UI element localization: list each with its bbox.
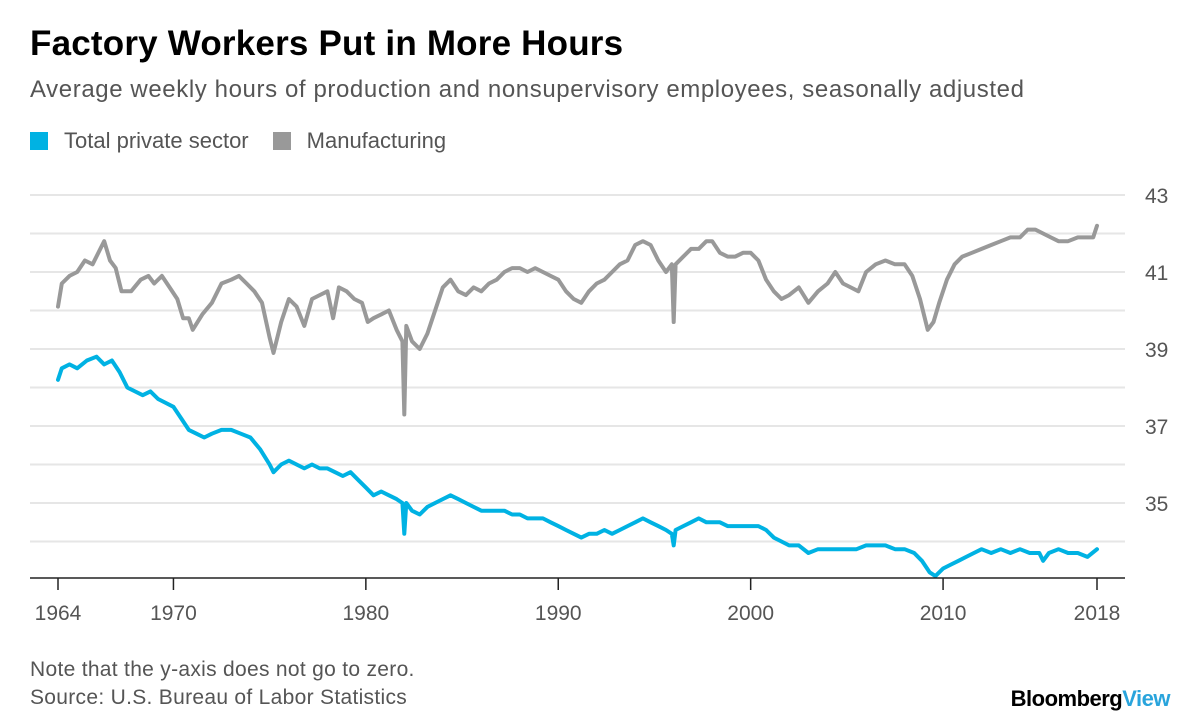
- x-tick-label: 1964: [35, 602, 82, 625]
- gridlines: [30, 194, 1125, 543]
- series-line-manufacturing: [56, 223, 1099, 417]
- x-tick-label: 1980: [342, 602, 389, 625]
- chart-subtitle: Average weekly hours of production and n…: [30, 76, 1025, 103]
- x-tick-label: 1990: [535, 602, 582, 625]
- y-tick-label: 37: [1145, 416, 1168, 439]
- legend-label-private: Total private sector: [64, 128, 249, 153]
- y-tick-label: 35: [1145, 493, 1168, 516]
- legend: Total private sector Manufacturing: [30, 128, 470, 154]
- x-tick-label: 1970: [150, 602, 197, 625]
- legend-swatch-manufacturing: [272, 132, 291, 150]
- legend-label-manufacturing: Manufacturing: [306, 128, 447, 153]
- series-lines: [56, 223, 1099, 579]
- y-tick-label: 43: [1145, 185, 1168, 208]
- series-line-private: [56, 354, 1099, 579]
- brand-accent: View: [1122, 686, 1170, 711]
- legend-swatch-private: [30, 132, 48, 150]
- x-tick-label: 2000: [727, 602, 774, 625]
- legend-item-manufacturing: Manufacturing: [272, 128, 447, 154]
- x-tick-label: 2010: [920, 602, 967, 625]
- brand-main: Bloomberg: [1010, 686, 1123, 711]
- brand-logo: BloombergView: [1010, 686, 1171, 712]
- x-tick-label: 2018: [1074, 602, 1121, 625]
- y-tick-label: 41: [1145, 262, 1168, 285]
- source-note: Source: U.S. Bureau of Labor Statistics: [30, 686, 408, 709]
- legend-item-private: Total private sector: [30, 128, 249, 154]
- y-tick-label: 39: [1145, 339, 1168, 362]
- footnote: Note that the y-axis does not go to zero…: [30, 658, 415, 681]
- axes: 35 37 39 41 43 1964 1970 1980 1990 2000 2010 2018: [30, 185, 1168, 625]
- chart-title: Factory Workers Put in More Hours: [30, 24, 624, 63]
